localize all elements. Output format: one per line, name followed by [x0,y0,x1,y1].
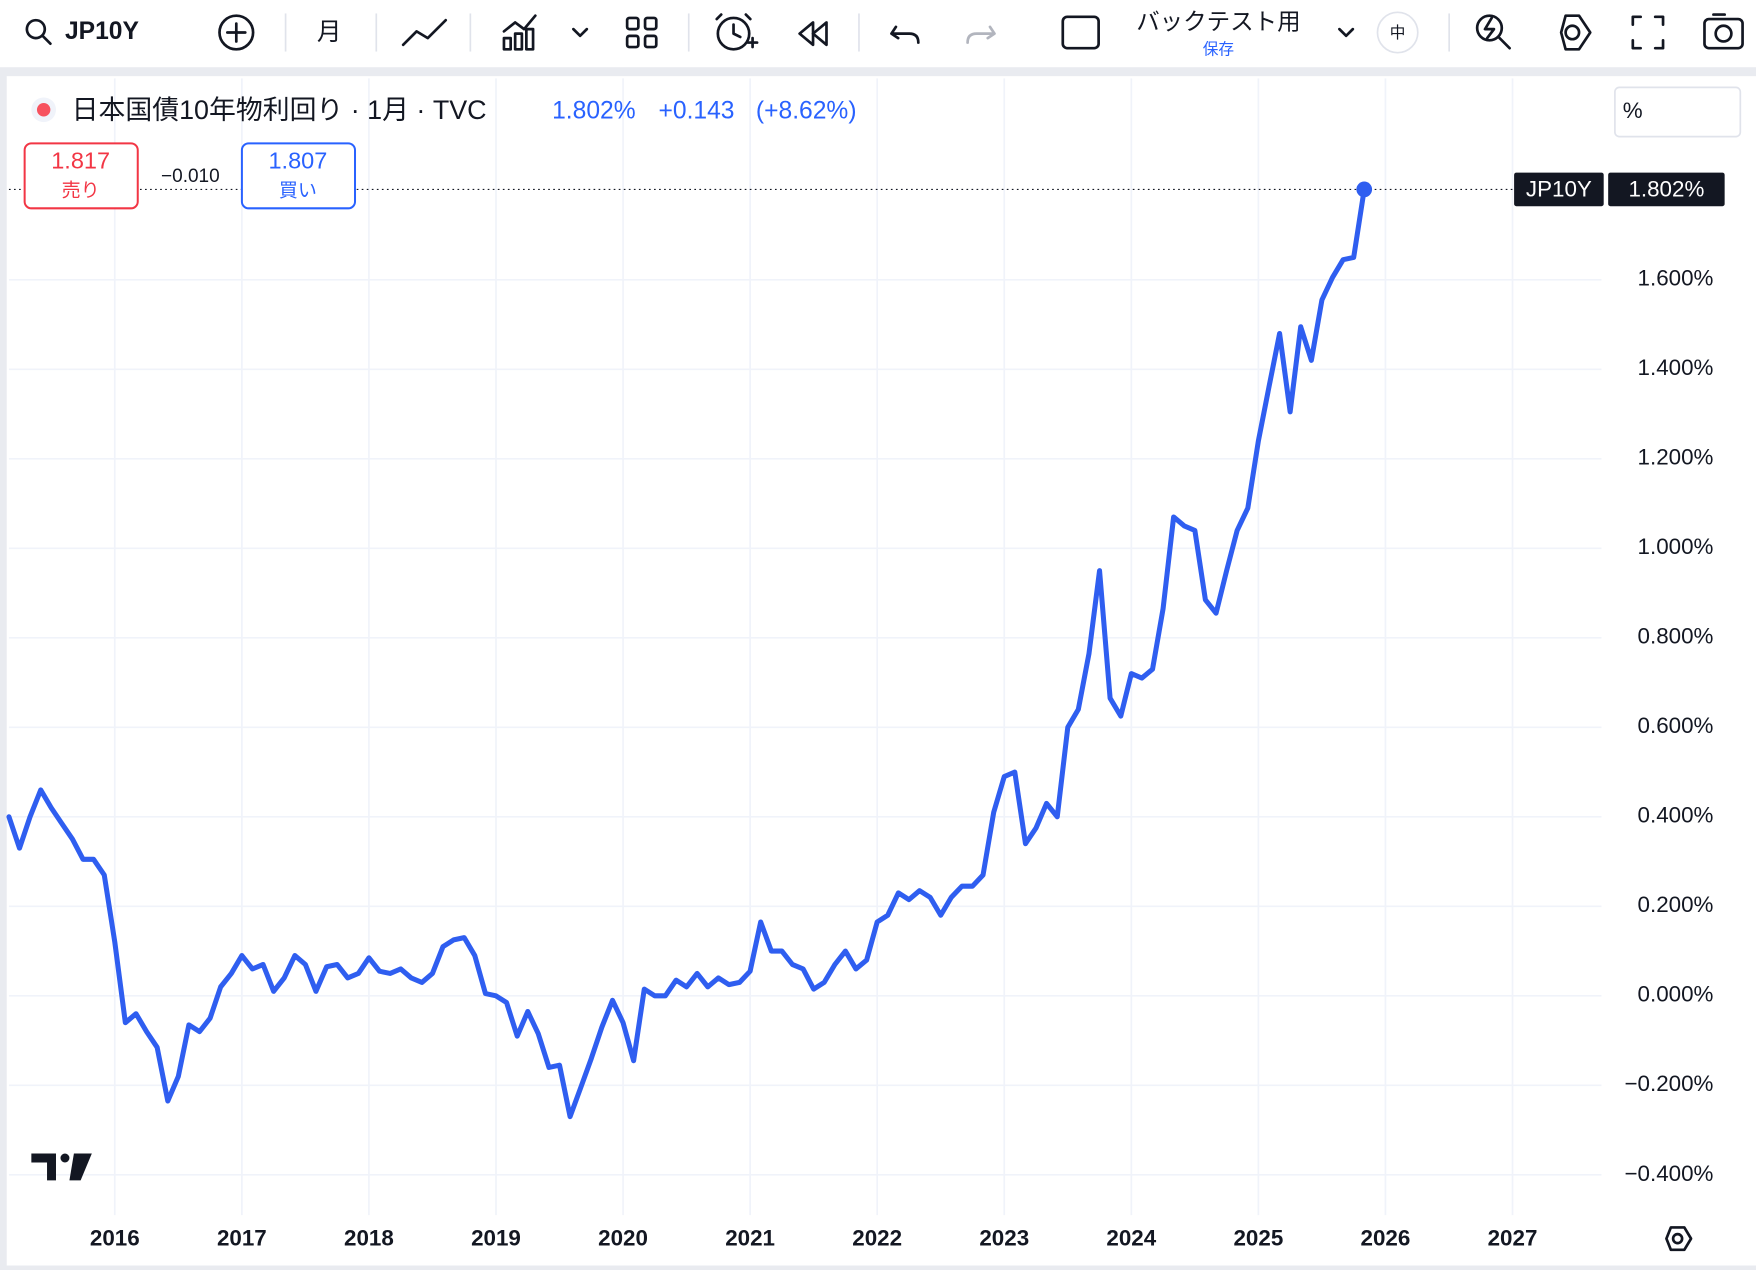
x-tick-label: 2020 [598,1226,648,1251]
price-tag-name-bg [1514,172,1604,207]
y-tick-label: −0.400% [1624,1161,1713,1186]
indicators-icon[interactable] [502,14,537,51]
x-tick-label: 2022 [852,1226,902,1251]
x-tick-label: 2019 [471,1226,521,1251]
y-tick-label: 0.400% [1638,803,1714,828]
add-symbol-icon[interactable] [218,14,255,51]
y-tick-label: 0.800% [1638,624,1714,649]
save-label[interactable]: 保存 [1203,41,1234,59]
alert-icon[interactable] [715,13,759,51]
sell-button[interactable] [23,142,139,210]
last-point [1356,181,1373,198]
legend-change: +0.143 [659,98,735,125]
x-tick-label: 2017 [217,1226,267,1251]
price-tag-value: 1.802% [1628,176,1704,201]
x-tick-label: 2018 [344,1226,394,1251]
unit-label[interactable]: % [1623,98,1643,123]
x-tick-label: 2024 [1106,1226,1156,1251]
badge[interactable]: 中 [1390,24,1406,42]
badge-circle[interactable] [1376,11,1419,54]
axis-settings-icon[interactable] [1665,1226,1693,1252]
x-tick-label: 2026 [1361,1226,1411,1251]
search-icon[interactable] [25,18,52,46]
fullscreen-icon[interactable] [1631,15,1665,50]
redo-icon[interactable] [966,25,996,44]
replay-icon[interactable] [798,21,828,47]
y-tick-label: 0.600% [1638,713,1714,738]
undo-icon[interactable] [890,25,920,44]
y-tick-label: 0.200% [1638,892,1714,917]
plot: 2016 2017 2018 2019 2020 2021 2022 2023 2024 2025… [6,78,1725,1251]
dropdown-icon[interactable] [1338,27,1355,38]
chart-type-icon[interactable] [401,18,448,47]
settings-icon[interactable] [1559,14,1592,51]
snapshot-icon[interactable] [1703,13,1744,50]
toolbar [0,0,1756,68]
chart-panel [6,76,1756,1266]
symbol[interactable]: JP10Y [65,18,140,45]
spread: −0.010 [161,166,220,187]
legend-price: 1.802% [552,98,636,125]
y-tick-label: 1.400% [1638,355,1714,380]
tradingview-logo [31,1153,92,1181]
dropdown-icon[interactable] [572,27,589,38]
interval[interactable]: 月 [317,19,342,46]
layout-icon[interactable] [625,16,658,49]
y-tick-label: 1.000% [1638,534,1714,559]
x-tick-label: 2023 [979,1226,1029,1251]
unit-button[interactable] [1614,86,1742,138]
price-tag-value-bg [1608,172,1725,207]
price-tag-name: JP10Y [1526,176,1592,201]
y-tick-label: 1.600% [1638,266,1714,291]
legend-title[interactable]: 日本国債10年物利回り · 1月 · TVC [72,95,487,125]
buy-button[interactable] [240,142,357,210]
y-tick-label: 0.000% [1638,982,1714,1007]
x-tick-label: 2016 [90,1226,140,1251]
sell-price[interactable]: 1.817 [51,148,110,174]
x-tick-label: 2027 [1488,1226,1538,1251]
status-dot [36,103,51,117]
sell-label[interactable]: 売り [62,180,100,202]
layout-name[interactable]: バックテスト用 [1136,9,1301,35]
x-tick-label: 2021 [725,1226,775,1251]
y-tick-label: 1.200% [1638,445,1714,470]
series-line [6,186,1367,1120]
layout-square-icon[interactable] [1061,15,1100,50]
y-tick-label: −0.200% [1624,1071,1713,1096]
quick-search-icon[interactable] [1475,14,1511,50]
buy-price[interactable]: 1.807 [268,148,327,174]
toolbar-items: JP10Y 月 バックテスト用 保存 中 [25,9,1744,59]
buy-label[interactable]: 買い [279,181,317,202]
x-tick-label: 2025 [1233,1226,1283,1251]
legend-change-pct: (+8.62%) [756,98,857,125]
